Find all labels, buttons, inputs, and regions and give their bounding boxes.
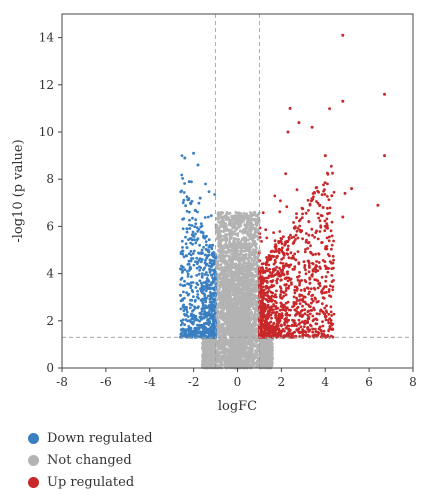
not-changed-point [222,244,226,247]
not-changed-point [256,237,260,241]
not-changed-points [201,210,274,370]
not-changed-point [219,240,222,244]
not-changed-point [242,212,246,215]
not-changed-point [235,257,239,261]
not-changed-point [245,220,249,224]
plot-area [179,33,386,370]
not-changed-point [252,261,256,265]
not-changed-point [228,260,232,264]
not-changed-point [221,251,224,254]
not-changed-point [250,257,254,260]
not-changed-point [243,284,247,288]
